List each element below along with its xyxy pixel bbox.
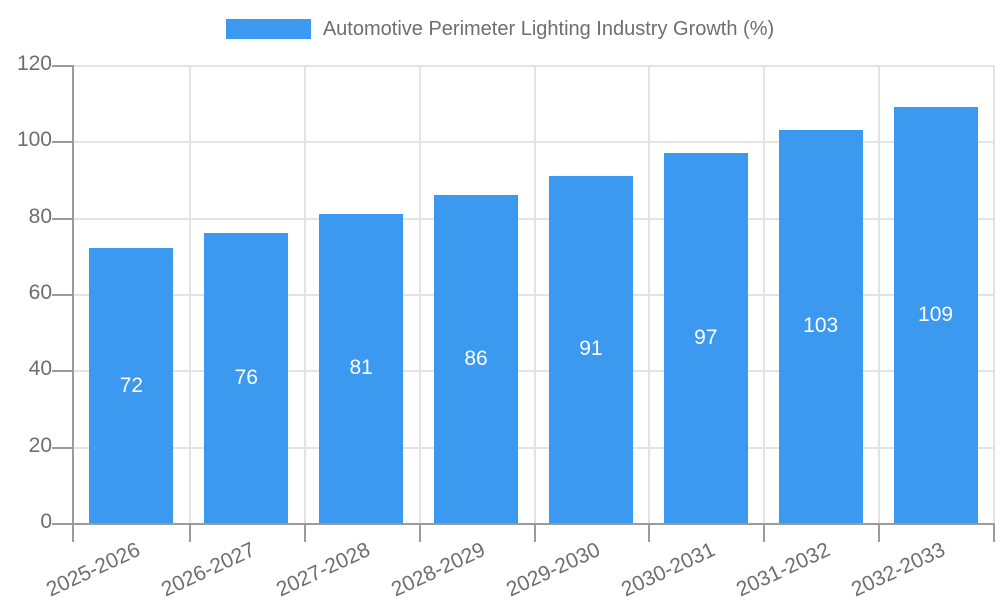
x-axis-category-label: 2027-2028: [273, 538, 374, 600]
bar[interactable]: [663, 152, 748, 523]
x-gridline: [993, 65, 995, 523]
chart-legend[interactable]: Automotive Perimeter Lighting Industry G…: [0, 16, 1000, 42]
y-axis-tick-label: 0: [40, 510, 52, 534]
x-gridline: [648, 65, 651, 523]
y-axis-tick: [52, 446, 72, 449]
y-axis-tick-label: 40: [28, 357, 52, 381]
x-axis-tick: [878, 523, 881, 542]
bar[interactable]: [434, 194, 519, 523]
bar[interactable]: [893, 106, 978, 523]
y-axis-tick-label: 20: [28, 433, 52, 457]
y-axis-tick-label: 100: [16, 128, 52, 152]
x-axis-tick: [418, 523, 421, 542]
plot-area: 0 20 40 60 80 100 120 72 2025-2026 76 2026-2027 81 2…: [17, 52, 995, 600]
bar-value-label: 81: [349, 356, 373, 380]
x-axis-category-label: 2029-2030: [502, 538, 604, 600]
x-gridline: [533, 65, 536, 523]
x-axis-tick: [993, 523, 995, 542]
y-axis-tick: [52, 523, 72, 525]
y-axis-tick: [52, 294, 72, 296]
x-axis-category-label: 2026-2027: [158, 538, 259, 600]
y-axis-tick: [52, 65, 72, 67]
x-gridline: [188, 65, 191, 523]
x-axis-category-label: 2025-2026: [43, 538, 145, 600]
x-axis-category-label: 2028-2029: [387, 538, 489, 600]
y-axis-tick: [52, 370, 72, 373]
x-axis-tick: [72, 523, 74, 542]
bar[interactable]: [319, 213, 404, 523]
x-gridline: [763, 65, 766, 523]
y-axis-tick: [52, 217, 72, 220]
bar-value-label: 72: [119, 373, 144, 397]
y-axis-tick-label: 60: [28, 281, 52, 305]
x-axis-category-label: 2031-2032: [732, 538, 834, 600]
x-gridline: [303, 65, 306, 523]
bar-value-label: 76: [234, 365, 258, 389]
bar-value-label: 109: [918, 302, 954, 326]
x-axis-tick: [648, 523, 651, 542]
x-axis-tick: [188, 523, 191, 542]
x-axis-tick: [763, 523, 766, 542]
legend-label: Automotive Perimeter Lighting Industry G…: [322, 18, 775, 40]
x-axis-tick: [303, 523, 306, 542]
bar[interactable]: [548, 175, 633, 523]
y-axis-tick-label: 80: [28, 204, 52, 228]
bar-value-label: 86: [464, 346, 488, 370]
x-axis-tick: [533, 523, 536, 542]
y-axis-tick: [52, 141, 72, 144]
bar-value-label: 97: [694, 325, 718, 349]
x-gridline: [418, 65, 421, 523]
x-gridline: [878, 65, 881, 523]
bar[interactable]: [204, 232, 289, 523]
x-axis-category-label: 2030-2031: [617, 538, 719, 600]
legend-swatch-icon: [225, 19, 311, 39]
bar[interactable]: [778, 129, 863, 523]
y-axis-tick-label: 120: [16, 52, 52, 76]
bar-value-label: 103: [803, 314, 839, 338]
bar-value-label: 91: [579, 337, 603, 361]
bar[interactable]: [89, 248, 174, 523]
x-axis-category-label: 2032-2033: [847, 538, 949, 600]
